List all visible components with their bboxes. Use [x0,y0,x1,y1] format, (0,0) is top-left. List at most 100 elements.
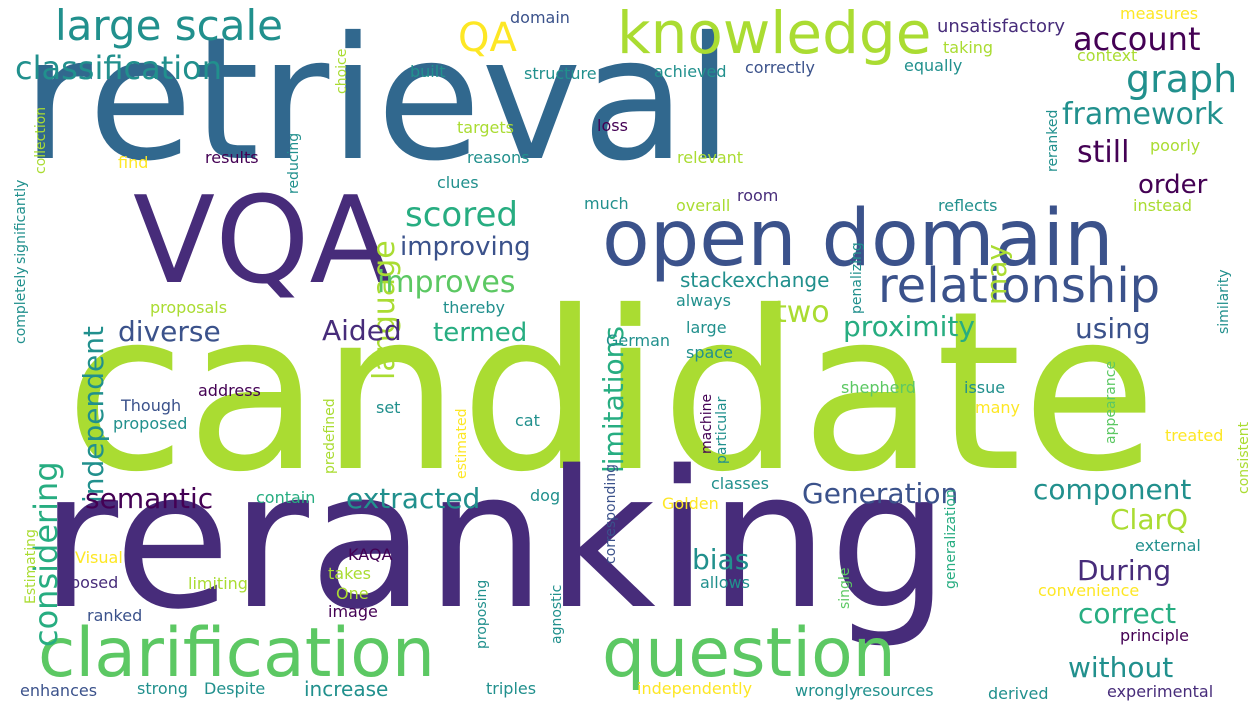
word-poorly: poorly [1150,136,1201,155]
word-proximity: proximity [843,310,975,343]
word-structure: structure [524,64,597,83]
word-generation: Generation [802,477,959,510]
word-find: find [118,153,149,172]
word-proposed: proposed [113,414,188,433]
word-aided: Aided [322,314,402,347]
word-bias: bias [692,543,750,576]
word-significantly: significantly [13,179,29,264]
word-generalization: generalization [943,489,959,589]
word-estimated: estimated [454,408,470,480]
word-triples: triples [486,679,537,698]
word-without: without [1068,651,1174,684]
word-machine: machine [699,393,715,454]
word-diverse: diverse [118,315,221,348]
word-large: large [686,318,727,337]
word-correct: correct [1078,597,1177,630]
word-appearance: appearance [1103,360,1119,444]
word-takes: takes [328,564,371,583]
word-principle: principle [1120,626,1190,645]
word-proposals: proposals [150,298,228,317]
word-still: still [1077,135,1130,170]
word-visual: Visual [75,548,123,567]
word-limiting: limiting [188,574,248,593]
word-during: During [1077,554,1172,587]
word-framework: framework [1062,97,1224,132]
word-built: built [410,62,446,81]
word-language: language [367,240,402,380]
word-reflects: reflects [938,196,998,215]
word-using: using [1075,312,1151,345]
word-many: many [975,398,1020,417]
word-ranked: ranked [87,606,143,625]
word-extracted: extracted [346,482,481,515]
word-semantic: semantic [85,482,214,515]
word-predefined: predefined [322,398,338,474]
word-clues: clues [437,173,479,192]
word-resources: resources [856,681,934,700]
word-enhances: enhances [20,681,98,700]
word-targets: targets [457,118,514,137]
word-single: single [837,567,853,609]
word-shepherd: shepherd [841,378,916,397]
word-corresponding: corresponding [603,464,619,564]
word-set: set [376,398,401,417]
word-issue: issue [964,378,1006,397]
word-german: German [606,331,671,350]
word-dog: dog [530,486,561,505]
word-independently: independently [637,679,753,698]
word-posed: posed [70,573,119,592]
word-proposing: proposing [474,579,490,649]
word-unsatisfactory: unsatisfactory [937,16,1066,37]
word-taking: taking [943,38,994,57]
word-kaqa: KAQA [348,545,393,564]
word-reranking: reranking [40,430,950,651]
word-wrongly: wrongly [795,681,859,700]
word-improving: improving [400,232,531,262]
word-classification: classification [15,49,222,87]
word-question: question [602,614,896,693]
word-similarity: similarity [1216,269,1232,334]
word-one: One [336,584,369,603]
word-qa: QA [458,15,517,61]
word-choice: choice [334,48,350,94]
word-particular: particular [714,396,730,464]
word-achieved: achieved [654,62,727,81]
word-consistent: consistent [1236,421,1252,494]
word-strong: strong [137,679,188,698]
word-address: address [198,381,261,400]
word-reducing: reducing [286,132,302,194]
word-clarq: ClarQ [1110,503,1189,536]
word-reranked: reranked [1045,109,1061,172]
word-room: room [737,186,779,205]
word-domain: domain [510,8,570,27]
word-cat: cat [515,411,540,430]
word-much: much [584,194,629,213]
word-classes: classes [711,474,769,493]
word-though: Though [121,396,182,415]
word-may: may [980,243,1013,305]
word-space: space [686,343,733,362]
word-results: results [205,148,259,167]
word-treated: treated [1165,426,1224,445]
word-candidate: candidate [65,264,1158,520]
word-improves: improves [377,265,516,300]
word-reasons: reasons [467,148,530,167]
word-correctly: correctly [745,58,815,77]
word-context: context [1077,46,1138,65]
word-contain: contain [256,488,316,507]
word-vqa: VQA [133,172,392,311]
word-experimental: experimental [1107,682,1214,701]
word-allows: allows [700,573,750,592]
word-termed: termed [433,318,528,348]
word-open-domain: open domain [602,194,1114,284]
word-overall: overall [676,196,731,215]
word-convenience: convenience [1038,581,1140,600]
word-always: always [676,291,731,310]
word-loss: loss [597,116,628,135]
word-order: order [1138,170,1208,200]
word-graph: graph [1126,57,1238,101]
word-derived: derived [988,684,1049,703]
word-account: account [1073,20,1201,58]
word-component: component [1033,473,1192,506]
